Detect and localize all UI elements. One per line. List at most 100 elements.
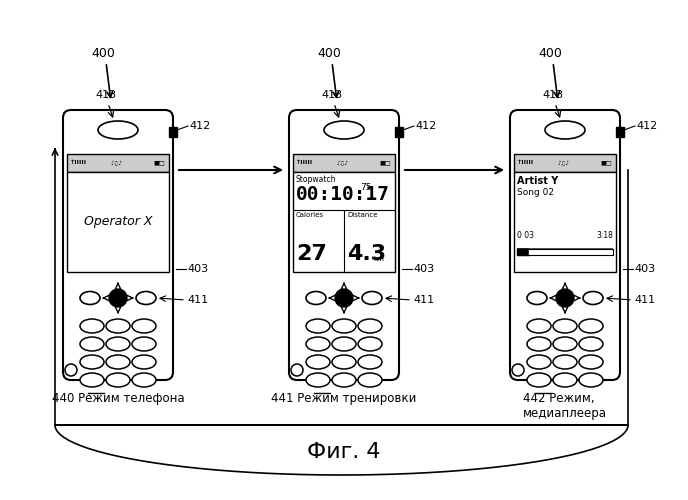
Text: 75: 75 [360, 183, 372, 192]
Ellipse shape [106, 319, 130, 333]
Bar [293, 154, 395, 172]
Ellipse shape [106, 337, 130, 351]
Ellipse shape [306, 337, 330, 351]
Text: ■□: ■□ [153, 160, 165, 166]
Ellipse shape [80, 373, 104, 387]
FancyBboxPatch shape [510, 110, 620, 380]
Ellipse shape [324, 121, 364, 139]
Ellipse shape [132, 319, 156, 333]
FancyBboxPatch shape [289, 110, 399, 380]
Text: km: km [373, 256, 384, 262]
Text: Distance: Distance [347, 212, 378, 218]
Ellipse shape [527, 292, 547, 304]
Ellipse shape [80, 355, 104, 369]
Text: 440 Режим телефона: 440 Режим телефона [52, 392, 184, 405]
Ellipse shape [306, 319, 330, 333]
Ellipse shape [553, 373, 577, 387]
Ellipse shape [579, 337, 603, 351]
Ellipse shape [132, 355, 156, 369]
Ellipse shape [527, 337, 551, 351]
Bar [395, 127, 403, 137]
Text: 411: 411 [187, 295, 208, 305]
Text: 413: 413 [321, 90, 343, 100]
Ellipse shape [358, 337, 382, 351]
Ellipse shape [80, 319, 104, 333]
Text: 0 03: 0 03 [517, 231, 534, 240]
Text: ♪♫♪: ♪♫♪ [336, 160, 348, 166]
Text: Song 02: Song 02 [517, 188, 554, 197]
Text: ↑IIIII: ↑IIIII [70, 160, 87, 166]
Ellipse shape [527, 373, 551, 387]
Ellipse shape [553, 319, 577, 333]
Ellipse shape [583, 292, 603, 304]
Text: ♪♫♪: ♪♫♪ [110, 160, 122, 166]
Text: ↑IIIII: ↑IIIII [517, 160, 534, 166]
Text: ■□: ■□ [379, 160, 391, 166]
Ellipse shape [579, 319, 603, 333]
Text: 400: 400 [91, 47, 115, 60]
Text: 27: 27 [296, 244, 327, 264]
Text: 412: 412 [636, 121, 657, 131]
Ellipse shape [553, 355, 577, 369]
Ellipse shape [553, 337, 577, 351]
Ellipse shape [362, 292, 382, 304]
Ellipse shape [80, 292, 100, 304]
Text: 403: 403 [634, 264, 655, 274]
Text: Artist Y: Artist Y [517, 176, 558, 186]
Text: ♪♫♪: ♪♫♪ [557, 160, 569, 166]
Circle shape [335, 289, 353, 307]
Ellipse shape [106, 355, 130, 369]
Circle shape [291, 364, 303, 376]
Text: 413: 413 [96, 90, 116, 100]
Ellipse shape [306, 355, 330, 369]
Text: Operator X: Operator X [84, 216, 152, 228]
Circle shape [109, 289, 127, 307]
Bar [67, 172, 169, 272]
Ellipse shape [332, 355, 356, 369]
Text: Stopwatch: Stopwatch [296, 175, 336, 184]
Bar [514, 172, 616, 272]
Ellipse shape [332, 319, 356, 333]
Text: 412: 412 [415, 121, 436, 131]
Circle shape [556, 289, 574, 307]
Bar [169, 127, 177, 137]
Text: ↑IIIII: ↑IIIII [296, 160, 313, 166]
Ellipse shape [545, 121, 585, 139]
Text: 403: 403 [187, 264, 208, 274]
Ellipse shape [579, 355, 603, 369]
Ellipse shape [358, 355, 382, 369]
Text: 411: 411 [413, 295, 434, 305]
Ellipse shape [80, 337, 104, 351]
Ellipse shape [306, 373, 330, 387]
Ellipse shape [527, 319, 551, 333]
Text: 400: 400 [538, 47, 562, 60]
Ellipse shape [306, 292, 326, 304]
Bar [517, 249, 613, 255]
Bar [616, 127, 624, 137]
Bar [514, 154, 616, 172]
Text: 403: 403 [413, 264, 434, 274]
Bar [67, 154, 169, 172]
Ellipse shape [358, 319, 382, 333]
Text: 412: 412 [189, 121, 211, 131]
Ellipse shape [106, 373, 130, 387]
Bar [293, 172, 395, 272]
Circle shape [65, 364, 77, 376]
Text: 00:10:17: 00:10:17 [296, 185, 390, 204]
Ellipse shape [332, 373, 356, 387]
Ellipse shape [98, 121, 138, 139]
Text: 3:18: 3:18 [596, 231, 613, 240]
Text: 400: 400 [317, 47, 341, 60]
Text: 441 Режим тренировки: 441 Режим тренировки [271, 392, 417, 405]
Ellipse shape [132, 373, 156, 387]
Text: 442 Режим,
медиаплеера: 442 Режим, медиаплеера [523, 392, 607, 420]
FancyBboxPatch shape [63, 110, 173, 380]
Ellipse shape [579, 373, 603, 387]
Ellipse shape [358, 373, 382, 387]
Ellipse shape [136, 292, 156, 304]
Text: 4.3: 4.3 [347, 244, 386, 264]
Text: ■□: ■□ [600, 160, 612, 166]
Ellipse shape [527, 355, 551, 369]
Text: Calories: Calories [296, 212, 324, 218]
Text: Фиг. 4: Фиг. 4 [308, 442, 380, 462]
